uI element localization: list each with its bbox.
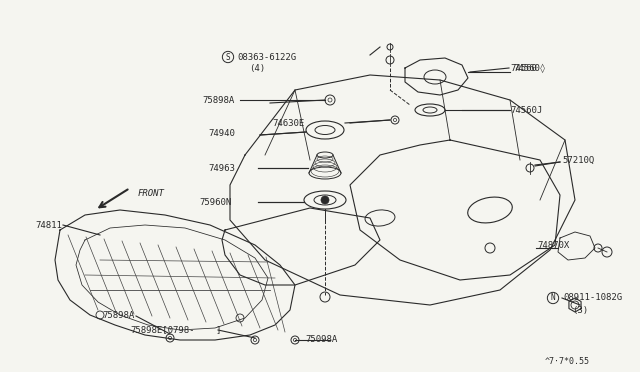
Text: 08363-6122G: 08363-6122G — [237, 52, 296, 61]
Text: ^7·7*0.55: ^7·7*0.55 — [545, 357, 590, 366]
Text: 75898A: 75898A — [203, 96, 235, 105]
Text: S: S — [226, 52, 230, 61]
Text: 75960N: 75960N — [200, 198, 232, 206]
Text: ]: ] — [215, 326, 220, 334]
Text: (4): (4) — [249, 64, 265, 73]
Text: (3): (3) — [572, 305, 588, 314]
Text: 74963: 74963 — [208, 164, 235, 173]
Text: 75898E[0798-: 75898E[0798- — [130, 326, 195, 334]
Text: 75098A: 75098A — [305, 336, 337, 344]
Text: 57210Q: 57210Q — [562, 155, 595, 164]
Text: 74811: 74811 — [35, 221, 62, 230]
Text: 74560◊: 74560◊ — [513, 63, 545, 73]
Text: N: N — [550, 294, 556, 302]
Text: 74560J: 74560J — [510, 106, 542, 115]
Text: FRONT: FRONT — [138, 189, 165, 198]
Circle shape — [321, 196, 329, 204]
Text: 75898A: 75898A — [103, 311, 135, 320]
Text: 74940: 74940 — [208, 128, 235, 138]
Text: 74870X: 74870X — [537, 241, 569, 250]
Text: 08911-1082G: 08911-1082G — [563, 294, 622, 302]
Text: 74560: 74560 — [510, 64, 537, 73]
Text: 74630E: 74630E — [273, 119, 305, 128]
